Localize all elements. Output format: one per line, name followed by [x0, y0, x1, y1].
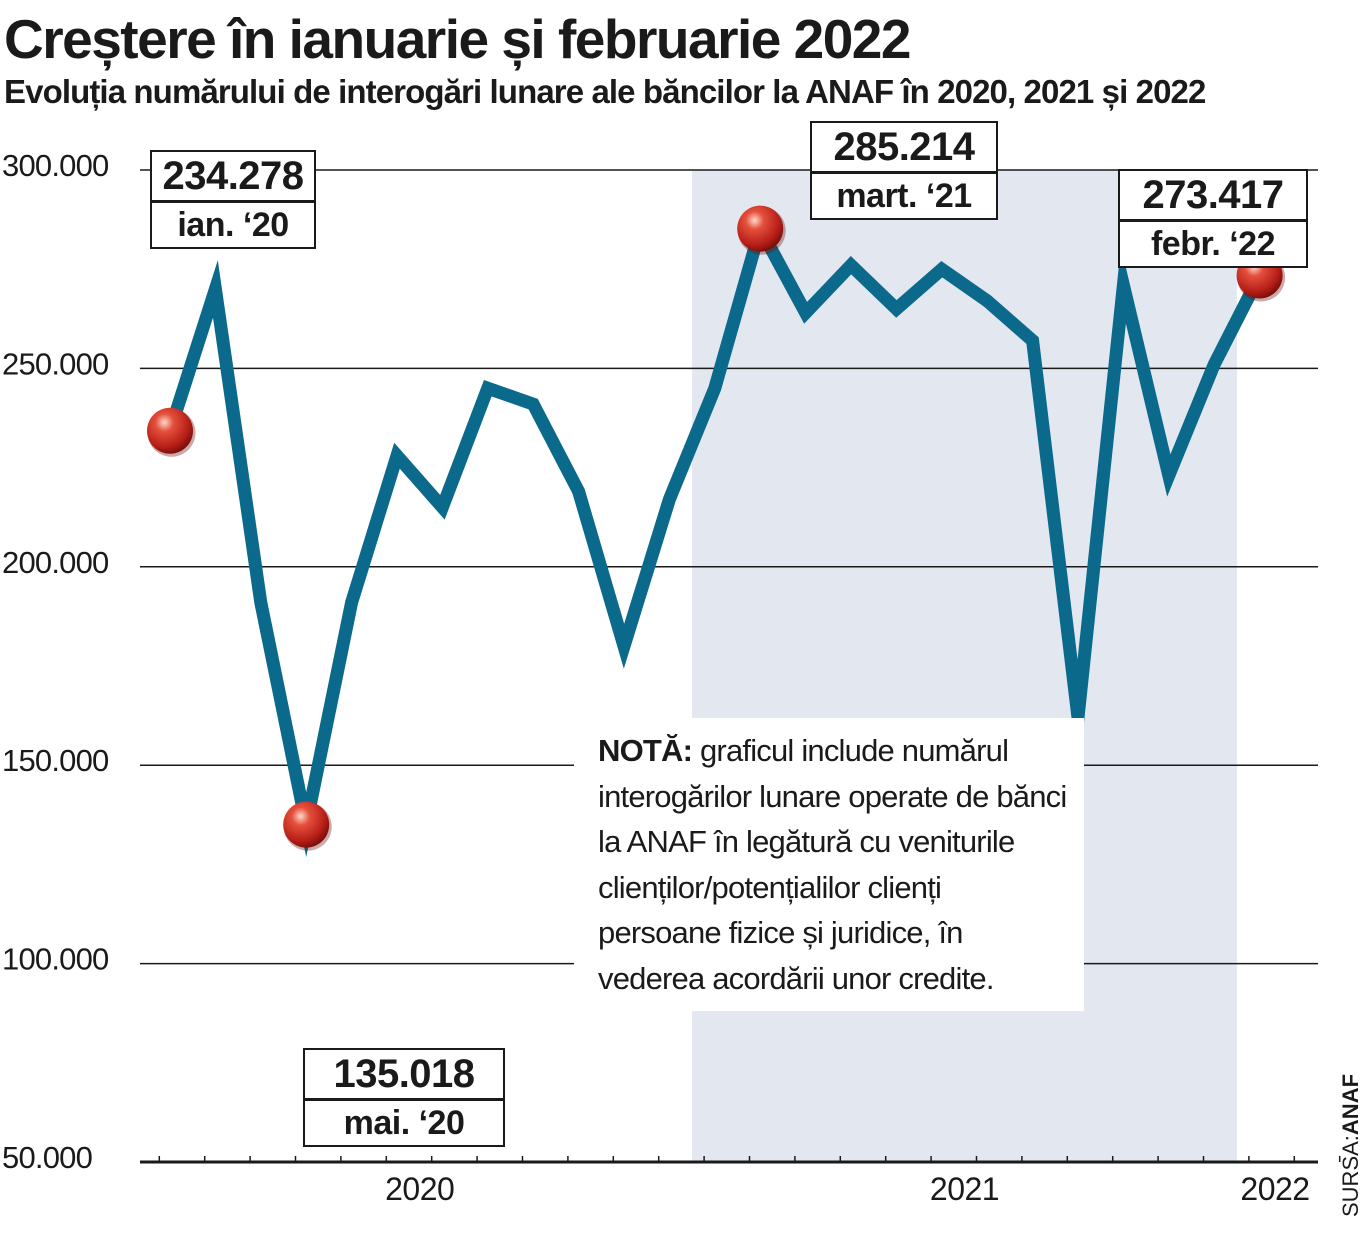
- chart-note: NOTĂ: graficul include numărul interogăr…: [574, 718, 1084, 1011]
- callout-date: ian. ‘20: [177, 206, 289, 244]
- y-tick-label: 50.000: [2, 1140, 93, 1175]
- callout-value: 135.018: [305, 1050, 503, 1101]
- callout-jan-2020: 234.278 ian. ‘20: [150, 150, 316, 249]
- note-text: graficul include numărul interogărilor l…: [598, 733, 1067, 996]
- source-label: SURSA:: [1338, 1135, 1363, 1217]
- callout-value: 273.417: [1120, 171, 1306, 222]
- series-line: [163, 211, 1266, 858]
- y-tick-label: 200.000: [2, 545, 109, 580]
- source-credit: SURSA:ANAF: [1338, 1074, 1364, 1217]
- chart-title: Creștere în ianuarie și februarie 2022: [4, 8, 910, 71]
- y-tick-label: 250.000: [2, 346, 109, 381]
- highlight-marker: [147, 407, 193, 454]
- callout-mar-2021: 285.214 mart. ‘21: [810, 121, 998, 220]
- callout-value: 285.214: [812, 123, 996, 174]
- x-year-label: 2022: [1240, 1171, 1309, 1207]
- source-name: ANAF: [1338, 1073, 1363, 1136]
- note-label: NOTĂ:: [598, 733, 693, 768]
- callout-date: mart. ‘21: [836, 177, 972, 215]
- y-tick-label: 300.000: [2, 148, 109, 183]
- highlight-marker: [737, 205, 784, 252]
- y-tick-label: 150.000: [2, 743, 109, 778]
- chart-subtitle: Evoluția numărului de interogări lunare …: [4, 73, 1206, 111]
- year-band-2021: [692, 170, 1237, 1162]
- callout-date: febr. ‘22: [1150, 225, 1276, 263]
- callout-value: 234.278: [152, 152, 314, 203]
- y-tick-label: 100.000: [2, 942, 109, 977]
- callout-feb-2022: 273.417 febr. ‘22: [1118, 169, 1308, 268]
- x-year-label: 2021: [930, 1171, 999, 1207]
- callout-date: mai. ‘20: [343, 1104, 465, 1142]
- x-year-label: 2020: [385, 1171, 454, 1207]
- highlight-marker: [283, 801, 330, 848]
- callout-may-2020: 135.018 mai. ‘20: [303, 1048, 505, 1147]
